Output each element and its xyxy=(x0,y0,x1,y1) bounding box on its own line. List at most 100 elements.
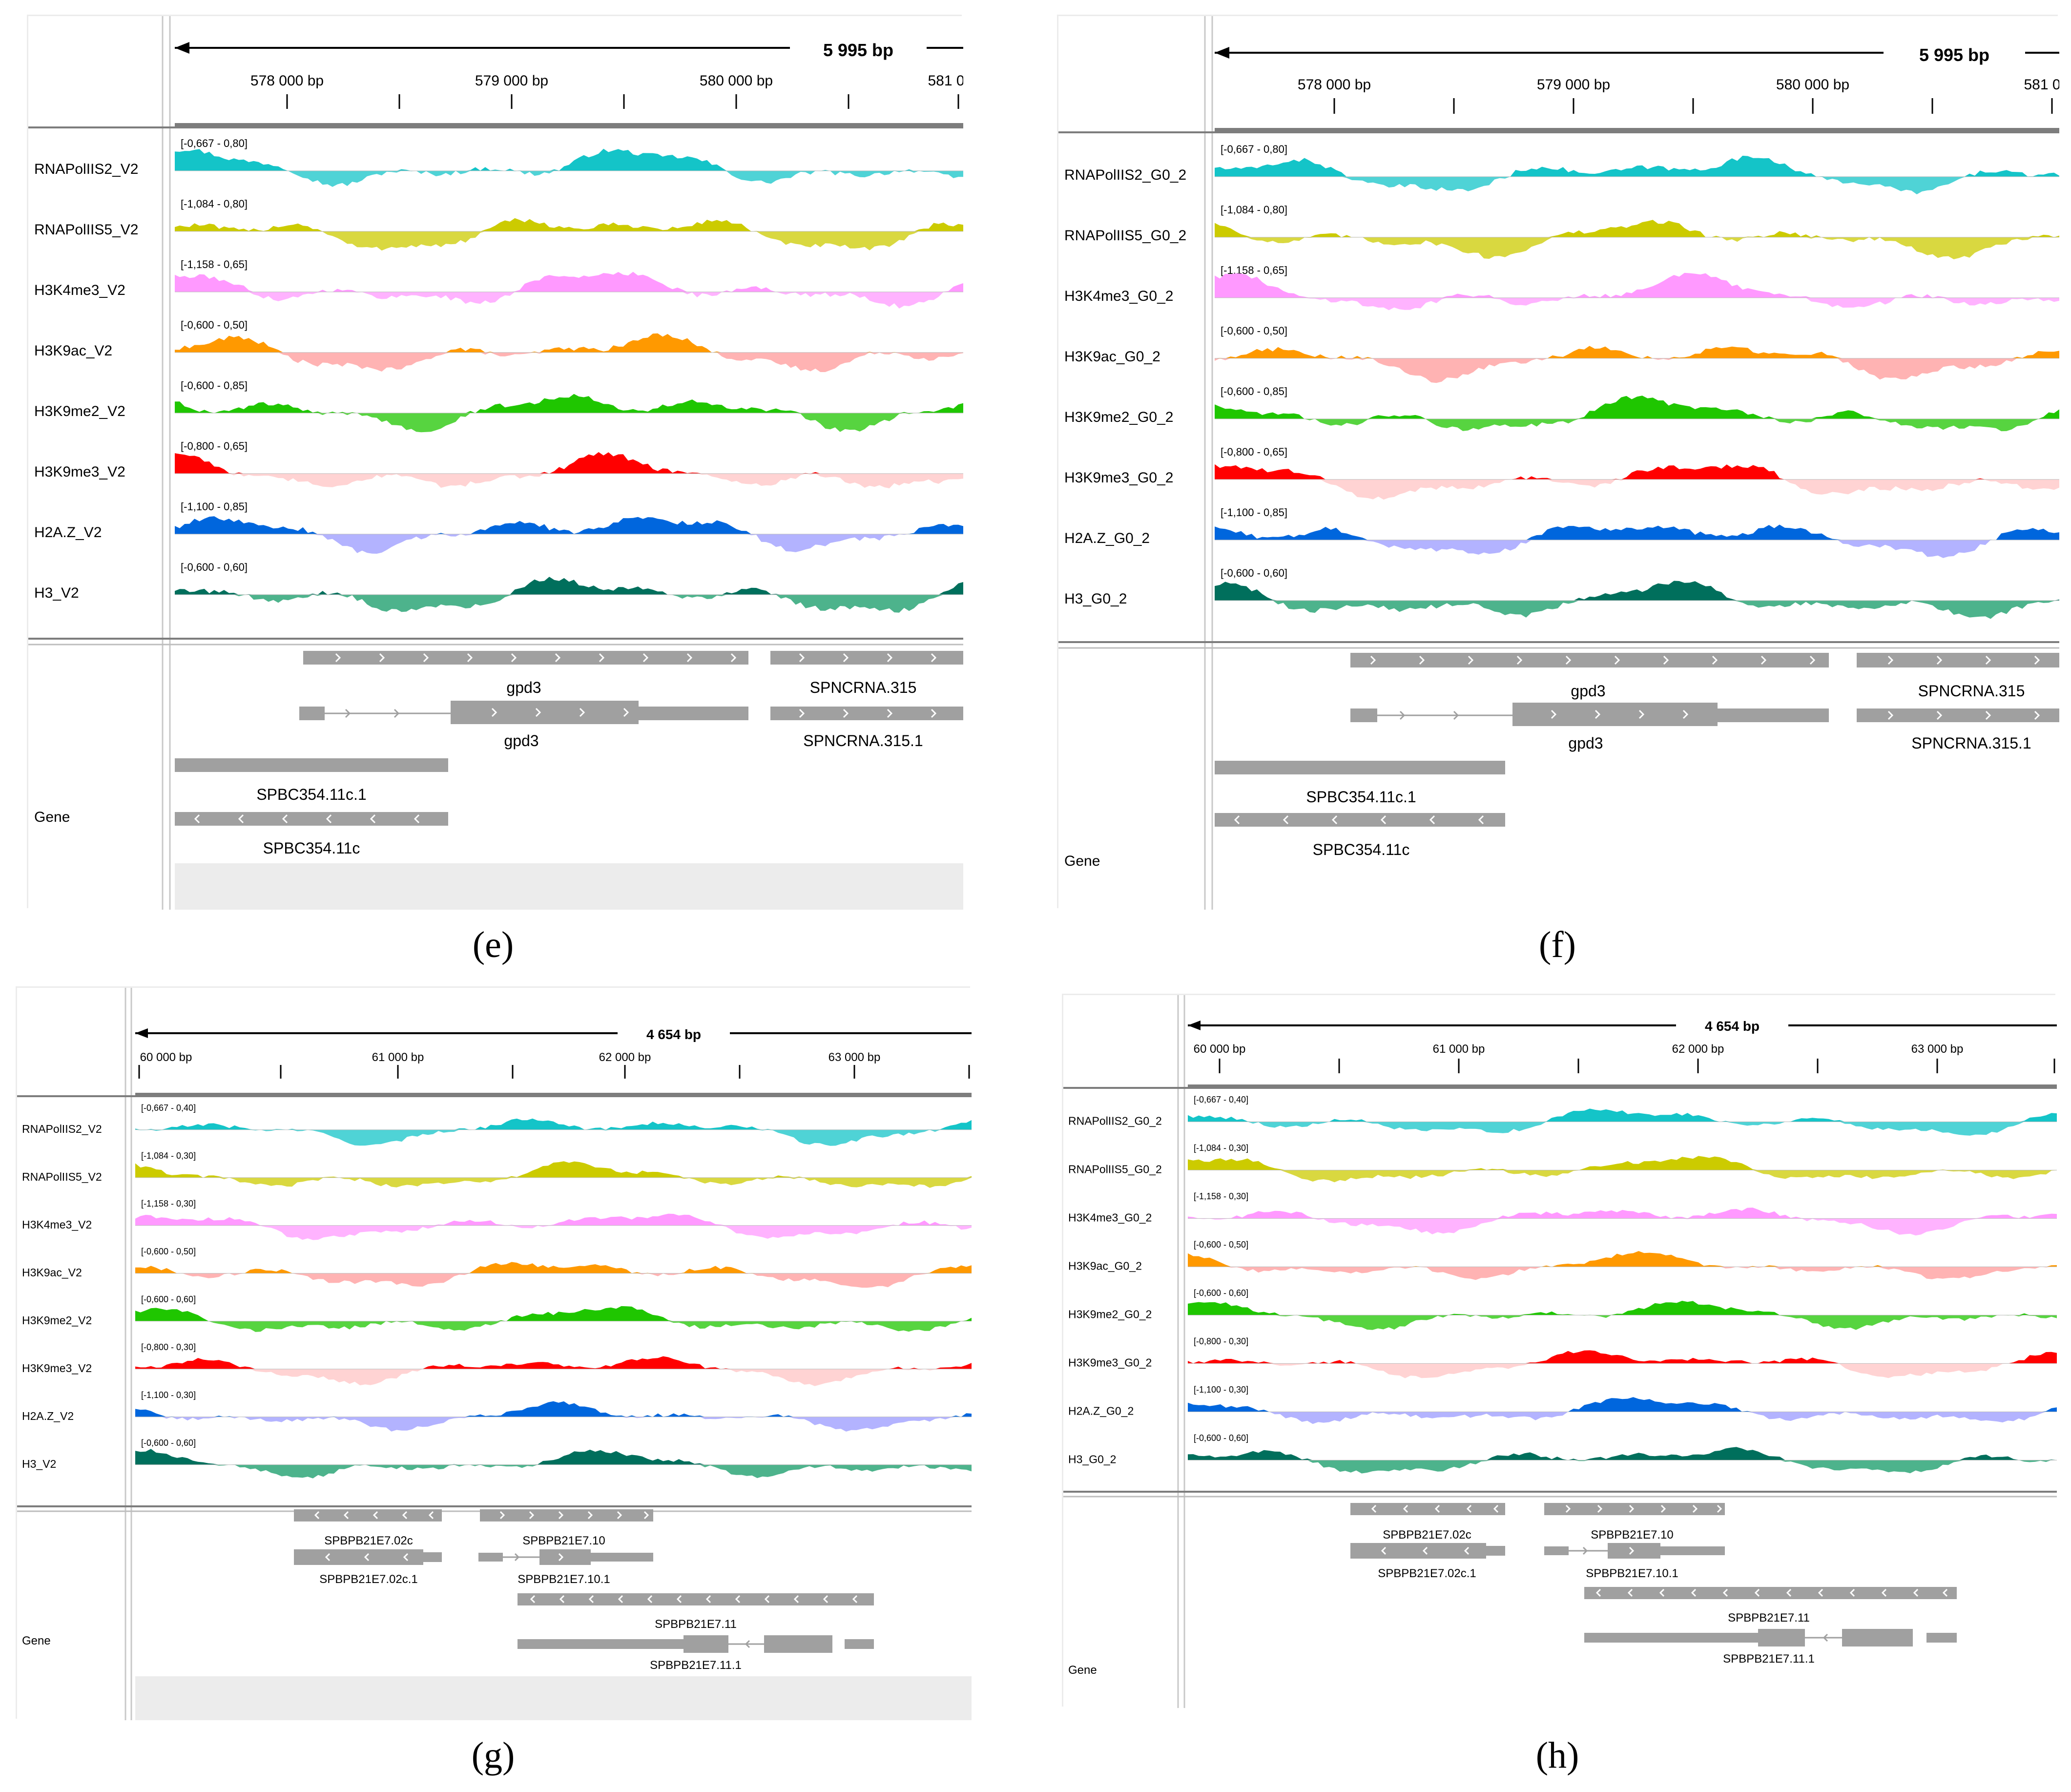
track-signal-positive xyxy=(135,1118,972,1130)
track-name[interactable]: H2A.Z_V2 xyxy=(34,524,102,541)
gene-feature[interactable] xyxy=(1584,1587,1957,1599)
gene-feature[interactable] xyxy=(770,707,963,720)
track-signal-negative xyxy=(1188,1170,2057,1183)
gene-feature[interactable] xyxy=(294,1549,423,1565)
gene-feature[interactable] xyxy=(683,1635,728,1653)
track-signal-negative xyxy=(1215,358,2059,383)
gene-feature[interactable] xyxy=(764,1635,832,1653)
track-range: [-1,100 - 0,85] xyxy=(1221,506,1287,519)
gene-feature[interactable] xyxy=(1544,1503,1725,1515)
gene-track-name: Gene xyxy=(1068,1664,1097,1677)
gene-feature[interactable] xyxy=(1842,1629,1913,1646)
track-name[interactable]: H3_G0_2 xyxy=(1068,1453,1116,1465)
track-name[interactable]: RNAPolIIS5_G0_2 xyxy=(1068,1163,1162,1175)
gene-feature[interactable] xyxy=(1215,813,1505,827)
track-name[interactable]: H3K9me3_V2 xyxy=(22,1362,92,1375)
gene-feature[interactable] xyxy=(1718,708,1829,722)
gene-feature[interactable] xyxy=(639,707,748,720)
gene-feature[interactable] xyxy=(1350,1503,1505,1515)
track-name[interactable]: H3K9me2_G0_2 xyxy=(1064,409,1173,425)
gene-feature[interactable] xyxy=(1512,703,1718,726)
gene-feature[interactable] xyxy=(1660,1546,1725,1555)
gene-feature[interactable] xyxy=(1758,1629,1805,1646)
tick-label: 61 000 bp xyxy=(1433,1042,1485,1056)
track-name[interactable]: RNAPolIIS2_G0_2 xyxy=(1064,167,1186,183)
gene-feature[interactable] xyxy=(1584,1633,1758,1643)
tick-label: 581 0 xyxy=(928,73,963,89)
gene-feature[interactable] xyxy=(303,651,748,665)
track-range: [-1,100 - 0,85] xyxy=(181,500,248,513)
data-tracks: RNAPolIIS2_V2 [-0,667 - 0,40] RNAPolIIS5_V… xyxy=(22,1103,972,1479)
ruler-ticks xyxy=(138,1065,970,1079)
gene-feature[interactable] xyxy=(1857,653,2059,667)
track-name[interactable]: H2A.Z_V2 xyxy=(22,1410,74,1422)
gene-feature[interactable] xyxy=(478,1553,503,1562)
tick-label: 579 000 bp xyxy=(1537,77,1610,93)
track-name[interactable]: H3K9me2_V2 xyxy=(22,1314,92,1327)
gene-label: SPBPB21E7.11 xyxy=(655,1618,737,1631)
track-name[interactable]: H3K9me3_G0_2 xyxy=(1068,1356,1152,1369)
gene-feature[interactable] xyxy=(591,1553,653,1562)
gene-feature[interactable] xyxy=(539,1549,591,1565)
track-signal-positive xyxy=(175,516,963,534)
strand-chevron-icons xyxy=(194,653,937,824)
gene-feature[interactable] xyxy=(1350,1543,1486,1559)
gene-feature[interactable] xyxy=(770,651,963,665)
track-name[interactable]: H3K9me3_V2 xyxy=(34,464,125,480)
gene-feature[interactable] xyxy=(1350,653,1829,667)
track-name[interactable]: RNAPolIIS5_V2 xyxy=(22,1170,102,1183)
track-name[interactable]: H3K9ac_G0_2 xyxy=(1064,349,1160,365)
gene-feature[interactable] xyxy=(1486,1546,1505,1556)
track-name[interactable]: H3K9me2_V2 xyxy=(34,403,125,419)
track-signal-negative xyxy=(1188,1267,2057,1280)
track-range: [-1,100 - 0,30] xyxy=(1194,1385,1248,1395)
track-name[interactable]: H2A.Z_G0_2 xyxy=(1064,530,1150,546)
gene-feature[interactable] xyxy=(294,1509,442,1521)
track-name[interactable]: H3K9ac_V2 xyxy=(22,1266,82,1279)
track-name[interactable]: H3K4me3_G0_2 xyxy=(1064,288,1173,304)
track-name[interactable]: RNAPolIIS5_G0_2 xyxy=(1064,228,1186,244)
track-name[interactable]: RNAPolIIS2_G0_2 xyxy=(1068,1114,1162,1127)
track-name[interactable]: H3K4me3_G0_2 xyxy=(1068,1211,1152,1224)
track-name[interactable]: RNAPolIIS2_V2 xyxy=(22,1123,102,1135)
track-signal-negative xyxy=(1188,1122,2057,1136)
gene-feature[interactable] xyxy=(299,707,325,720)
panel-label-g: (g) xyxy=(471,1735,515,1776)
gene-feature[interactable] xyxy=(423,1552,442,1562)
track-name[interactable]: H3K9me3_G0_2 xyxy=(1064,470,1173,486)
track-signal-positive xyxy=(1188,1251,2057,1267)
gene-feature[interactable] xyxy=(518,1639,683,1649)
gene-feature[interactable] xyxy=(1215,761,1505,774)
gene-feature[interactable] xyxy=(1926,1633,1957,1643)
track-name[interactable]: RNAPolIIS2_V2 xyxy=(34,161,138,177)
track-name[interactable]: H3K9ac_V2 xyxy=(34,343,112,359)
gene-feature[interactable] xyxy=(1857,708,2059,722)
gene-feature[interactable] xyxy=(1350,708,1377,722)
track-name[interactable]: RNAPolIIS5_V2 xyxy=(34,222,138,238)
gene-feature[interactable] xyxy=(1544,1546,1569,1555)
igv-panel-g-svg: 4 654 bp 60 000 bp 61 000 bp 62 000 bp 6… xyxy=(17,988,972,1720)
track-name[interactable]: H3K4me3_V2 xyxy=(22,1218,92,1231)
ruler-ticks xyxy=(286,94,959,109)
track-name[interactable]: H3_V2 xyxy=(34,585,79,601)
gene-label: gpd3 xyxy=(504,732,538,750)
track-name[interactable]: H3K9me2_G0_2 xyxy=(1068,1308,1152,1320)
track-signal-positive xyxy=(135,1449,972,1465)
gene-label: SPBPB21E7.10 xyxy=(1591,1528,1673,1542)
gene-feature[interactable] xyxy=(845,1639,874,1649)
tick-label: 63 000 bp xyxy=(1911,1042,1964,1056)
gene-feature[interactable] xyxy=(175,812,448,826)
gene-feature[interactable] xyxy=(175,758,448,772)
gene-feature[interactable] xyxy=(480,1509,653,1521)
track-name[interactable]: H3_G0_2 xyxy=(1064,591,1127,607)
track-name[interactable]: H3K4me3_V2 xyxy=(34,282,125,298)
track-signal-positive xyxy=(1215,272,2059,298)
track-signal-positive xyxy=(1215,220,2059,237)
span-text: 4 654 bp xyxy=(1705,1019,1760,1034)
gene-feature[interactable] xyxy=(451,701,639,724)
track-name[interactable]: H3K9ac_G0_2 xyxy=(1068,1259,1142,1272)
track-name[interactable]: H3_V2 xyxy=(22,1458,56,1470)
track-name[interactable]: H2A.Z_G0_2 xyxy=(1068,1404,1134,1417)
tick-label: 62 000 bp xyxy=(1672,1042,1724,1056)
gene-feature[interactable] xyxy=(518,1593,874,1605)
